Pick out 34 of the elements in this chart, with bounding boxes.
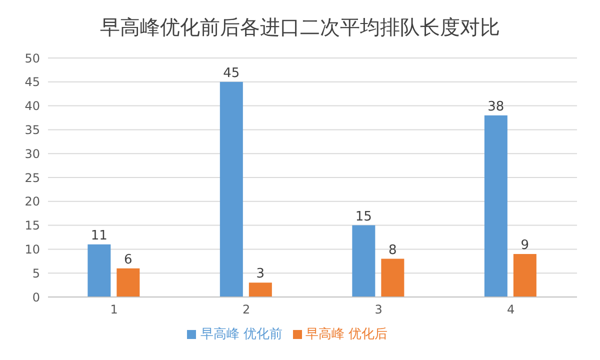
y-tick-label: 0 [32, 290, 40, 304]
data-label: 8 [388, 242, 397, 258]
y-tick-label: 10 [24, 242, 40, 256]
bar [220, 82, 243, 297]
bar [381, 258, 404, 297]
chart-title: 早高峰优化前后各进口二次平均排队长度对比 [99, 14, 501, 41]
bar [88, 244, 111, 297]
data-label: 38 [488, 99, 504, 114]
y-tick-label: 15 [24, 218, 40, 233]
data-label: 9 [520, 238, 530, 253]
data-label: 15 [355, 209, 372, 224]
data-label: 11 [90, 228, 108, 244]
y-tick-label: 20 [24, 194, 40, 209]
bar [484, 115, 508, 297]
data-label: 3 [256, 266, 265, 282]
data-label: 6 [124, 252, 132, 268]
x-tick-label: 3 [374, 302, 382, 317]
y-tick-label: 5 [32, 266, 40, 280]
y-tick-label: 40 [24, 99, 40, 114]
x-tick-label: 4 [507, 302, 515, 317]
y-tick-label: 25 [24, 170, 40, 185]
bar [352, 225, 376, 297]
x-tick-label: 2 [242, 302, 250, 317]
bar [513, 254, 536, 297]
bar [248, 282, 272, 297]
bar [116, 268, 140, 297]
y-tick-label: 50 [24, 51, 40, 66]
y-tick-label: 45 [24, 75, 40, 90]
data-label: 45 [223, 66, 240, 81]
x-tick-label: 1 [110, 302, 118, 317]
y-tick-label: 30 [24, 146, 40, 161]
legend-label: 早高峰 优化后 [306, 327, 388, 342]
y-tick-label: 35 [24, 122, 40, 137]
legend-label: 早高峰 优化前 [200, 327, 282, 342]
